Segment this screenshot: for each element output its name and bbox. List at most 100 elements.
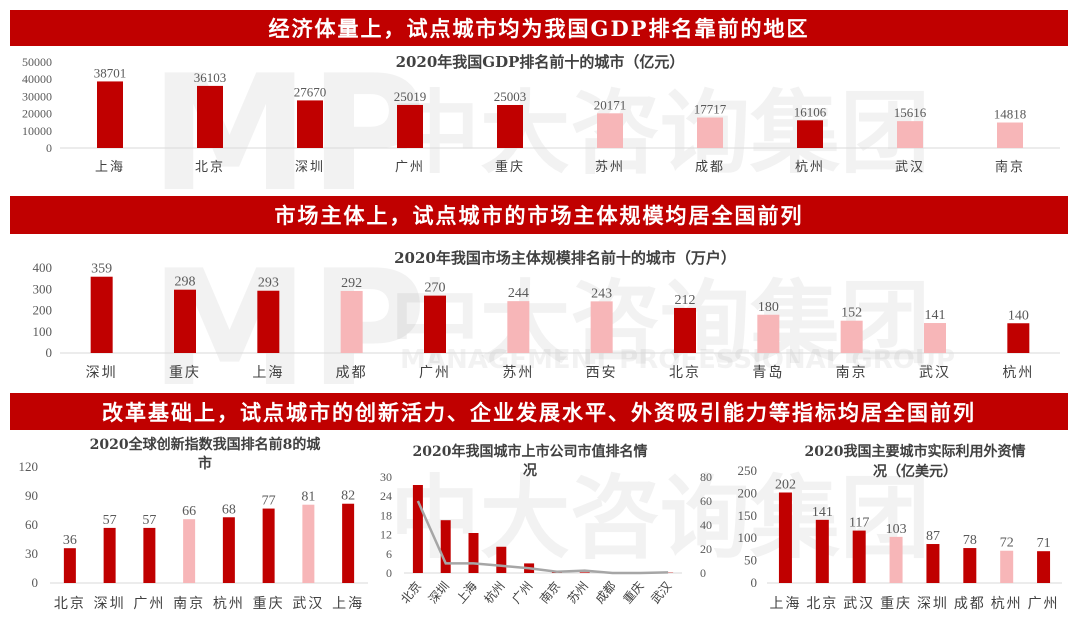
x-tick-label: 成都 [336, 365, 368, 381]
y-tick-label: 30000 [22, 89, 52, 103]
y-tick-label: 20000 [22, 107, 52, 121]
x-tick-label: 广州 [133, 596, 165, 612]
data-label: 14818 [994, 107, 1027, 122]
y-tick-label: 0 [386, 566, 392, 580]
bar-北京 [197, 85, 223, 148]
data-label: 141 [925, 308, 946, 323]
bar-苏州 [507, 301, 530, 353]
bar-武汉 [852, 530, 866, 583]
chart-title: 况 [523, 463, 537, 479]
y-tick-label: 30 [25, 546, 38, 561]
chart-1: 2020年我国市场主体规模排名前十的城市（万户） 0 100 200 300 400 359… [33, 249, 1060, 381]
data-label: 243 [591, 286, 612, 301]
bar-北京 [412, 485, 423, 573]
bar-重庆 [497, 104, 523, 148]
x-tick-label: 南京 [536, 578, 563, 606]
bar-杭州 [496, 546, 507, 573]
bar-杭州 [797, 120, 823, 148]
bar-北京 [674, 307, 696, 353]
x-tick-label: 深圳 [917, 596, 949, 612]
data-label: 293 [258, 276, 279, 291]
y2-tick-label: 80 [700, 470, 712, 484]
bar-深圳 [103, 527, 116, 583]
x-tick-label: 苏州 [502, 365, 534, 381]
y2-tick-label: 60 [700, 494, 712, 508]
x-tick-label: 青岛 [752, 365, 784, 381]
y-tick-label: 100 [738, 530, 758, 545]
y-tick-label: 10000 [22, 124, 52, 138]
data-label: 270 [425, 281, 446, 296]
bar-深圳 [297, 100, 323, 148]
bar-上海 [342, 503, 355, 583]
x-tick-label: 杭州 [213, 596, 245, 612]
data-label: 202 [775, 478, 796, 493]
data-label: 68 [222, 502, 236, 517]
bar-青岛 [757, 314, 780, 353]
bar-武汉 [924, 323, 946, 353]
bar-杭州 [1000, 550, 1014, 583]
y2-tick-label: 0 [700, 566, 706, 580]
data-label: 36 [63, 533, 77, 548]
line-series [416, 500, 669, 575]
x-tick-label: 重庆 [495, 159, 525, 175]
bar-广州 [424, 295, 446, 353]
data-label: 27670 [294, 84, 327, 99]
data-label: 57 [142, 513, 156, 528]
x-tick-label: 重庆 [169, 365, 201, 381]
data-label: 57 [103, 513, 117, 528]
bar-上海 [468, 533, 479, 573]
data-label: 25003 [494, 89, 527, 104]
x-tick-label: 深圳 [426, 579, 452, 606]
x-tick-label: 西安 [586, 365, 618, 381]
chart-title: 2020年我国市场主体规模排名前十的城市（万户） [394, 249, 736, 267]
bar-南京 [997, 122, 1023, 148]
x-tick-label: 南京 [173, 596, 205, 612]
bar-上海 [97, 81, 123, 148]
x-tick-label: 上海 [769, 596, 801, 612]
data-label: 298 [175, 275, 196, 290]
x-tick-label: 杭州 [991, 596, 1023, 612]
data-label: 212 [675, 293, 696, 308]
chart-0: 2020年我国GDP排名前十的城市（亿元） 0 10000 20000 30000 400… [22, 53, 1060, 175]
y-tick-label: 6 [386, 547, 392, 561]
bar-成都 [340, 290, 363, 353]
y-tick-label: 12 [380, 528, 392, 542]
y-tick-label: 120 [19, 459, 39, 474]
x-tick-label: 成都 [954, 596, 986, 612]
bar-北京 [63, 548, 76, 583]
x-tick-label: 成都 [593, 579, 619, 606]
data-label: 81 [301, 490, 315, 505]
data-label: 141 [812, 505, 833, 520]
y-tick-label: 100 [33, 324, 53, 339]
y-tick-label: 0 [751, 575, 758, 590]
bar-苏州 [597, 113, 623, 148]
bar-深圳 [926, 544, 940, 583]
data-label: 72 [1000, 536, 1014, 551]
y-tick-label: 200 [738, 485, 758, 500]
x-tick-label: 北京 [195, 160, 225, 175]
x-tick-label: 深圳 [86, 365, 118, 381]
data-label: 103 [886, 522, 907, 537]
bar-武汉 [897, 121, 923, 148]
bar-广州 [143, 527, 156, 583]
y-tick-label: 90 [25, 488, 38, 503]
y2-tick-label: 20 [700, 542, 712, 556]
chart-title: 2020我国主要城市实际利用外资情 [805, 443, 1026, 460]
y-tick-label: 0 [32, 575, 39, 590]
y2-tick-label: 40 [700, 518, 712, 532]
data-label: 36103 [194, 70, 227, 85]
x-tick-label: 广州 [395, 160, 425, 175]
x-tick-label: 北京 [398, 579, 424, 606]
bar-南京 [183, 519, 196, 583]
data-label: 180 [758, 300, 779, 315]
x-tick-label: 广州 [419, 365, 451, 381]
bar-杭州 [222, 517, 235, 583]
data-label: 66 [182, 504, 196, 519]
x-tick-label: 南京 [836, 365, 868, 381]
x-tick-label: 杭州 [481, 578, 508, 606]
